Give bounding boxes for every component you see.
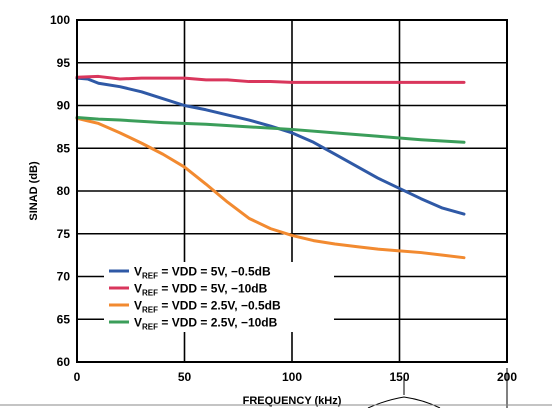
- y-tick-label: 70: [57, 270, 71, 284]
- legend-label-subscript: REF: [142, 323, 158, 332]
- y-tick-label: 100: [50, 13, 70, 27]
- y-tick-label: 80: [57, 184, 71, 198]
- plot-frame: [76, 19, 508, 363]
- legend-label-subscript: REF: [142, 289, 158, 298]
- legend-label: VREF = VDD = 5V, −0.5dB: [134, 265, 271, 281]
- legend-label-subscript: REF: [142, 272, 158, 281]
- y-tick-label: 85: [57, 141, 71, 155]
- legend-label-main: V: [134, 265, 142, 279]
- y-tick-label: 90: [57, 99, 71, 113]
- decorative-marks: [0, 368, 552, 408]
- legend-label-rest: = VDD = 2.5V, −10dB: [158, 316, 278, 330]
- y-tick-label: 65: [57, 312, 71, 326]
- series-line-0: [75, 76, 466, 216]
- legend-label-rest: = VDD = 5V, −0.5dB: [158, 265, 271, 279]
- y-axis-label: SINAD (dB): [28, 161, 40, 221]
- legend-label-rest: = VDD = 2.5V, −0.5dB: [158, 299, 281, 313]
- y-tick-label: 95: [57, 56, 71, 70]
- y-tick-labels: 60 65 70 75 80 85 90 95 100: [50, 13, 70, 369]
- x-tick-label: 0: [74, 370, 81, 384]
- legend-label: VREF = VDD = 5V, −10dB: [134, 282, 268, 298]
- x-tick-label: 50: [178, 370, 192, 384]
- legend-label-main: V: [134, 299, 142, 313]
- legend-label-rest: = VDD = 5V, −10dB: [158, 282, 268, 296]
- series-layer: [75, 74, 466, 260]
- legend-label: VREF = VDD = 2.5V, −10dB: [134, 316, 278, 332]
- decorative-stroke: [367, 396, 441, 408]
- x-tick-label: 100: [282, 370, 302, 384]
- x-axis-label: FREQUENCY (kHz): [243, 395, 342, 407]
- x-tick-labels: 0 50 100 150 200: [74, 370, 518, 384]
- x-tick-label: 150: [389, 370, 409, 384]
- legend-label-main: V: [134, 282, 142, 296]
- legend-label-subscript: REF: [142, 306, 158, 315]
- series-line-2: [75, 116, 466, 260]
- legend-label: VREF = VDD = 2.5V, −0.5dB: [134, 299, 281, 315]
- series-line-3: [75, 115, 466, 144]
- series-line-1: [75, 74, 466, 84]
- y-tick-label: 60: [57, 355, 71, 369]
- legend-label-main: V: [134, 316, 142, 330]
- y-tick-label: 75: [57, 227, 71, 241]
- legend-background: [104, 262, 334, 332]
